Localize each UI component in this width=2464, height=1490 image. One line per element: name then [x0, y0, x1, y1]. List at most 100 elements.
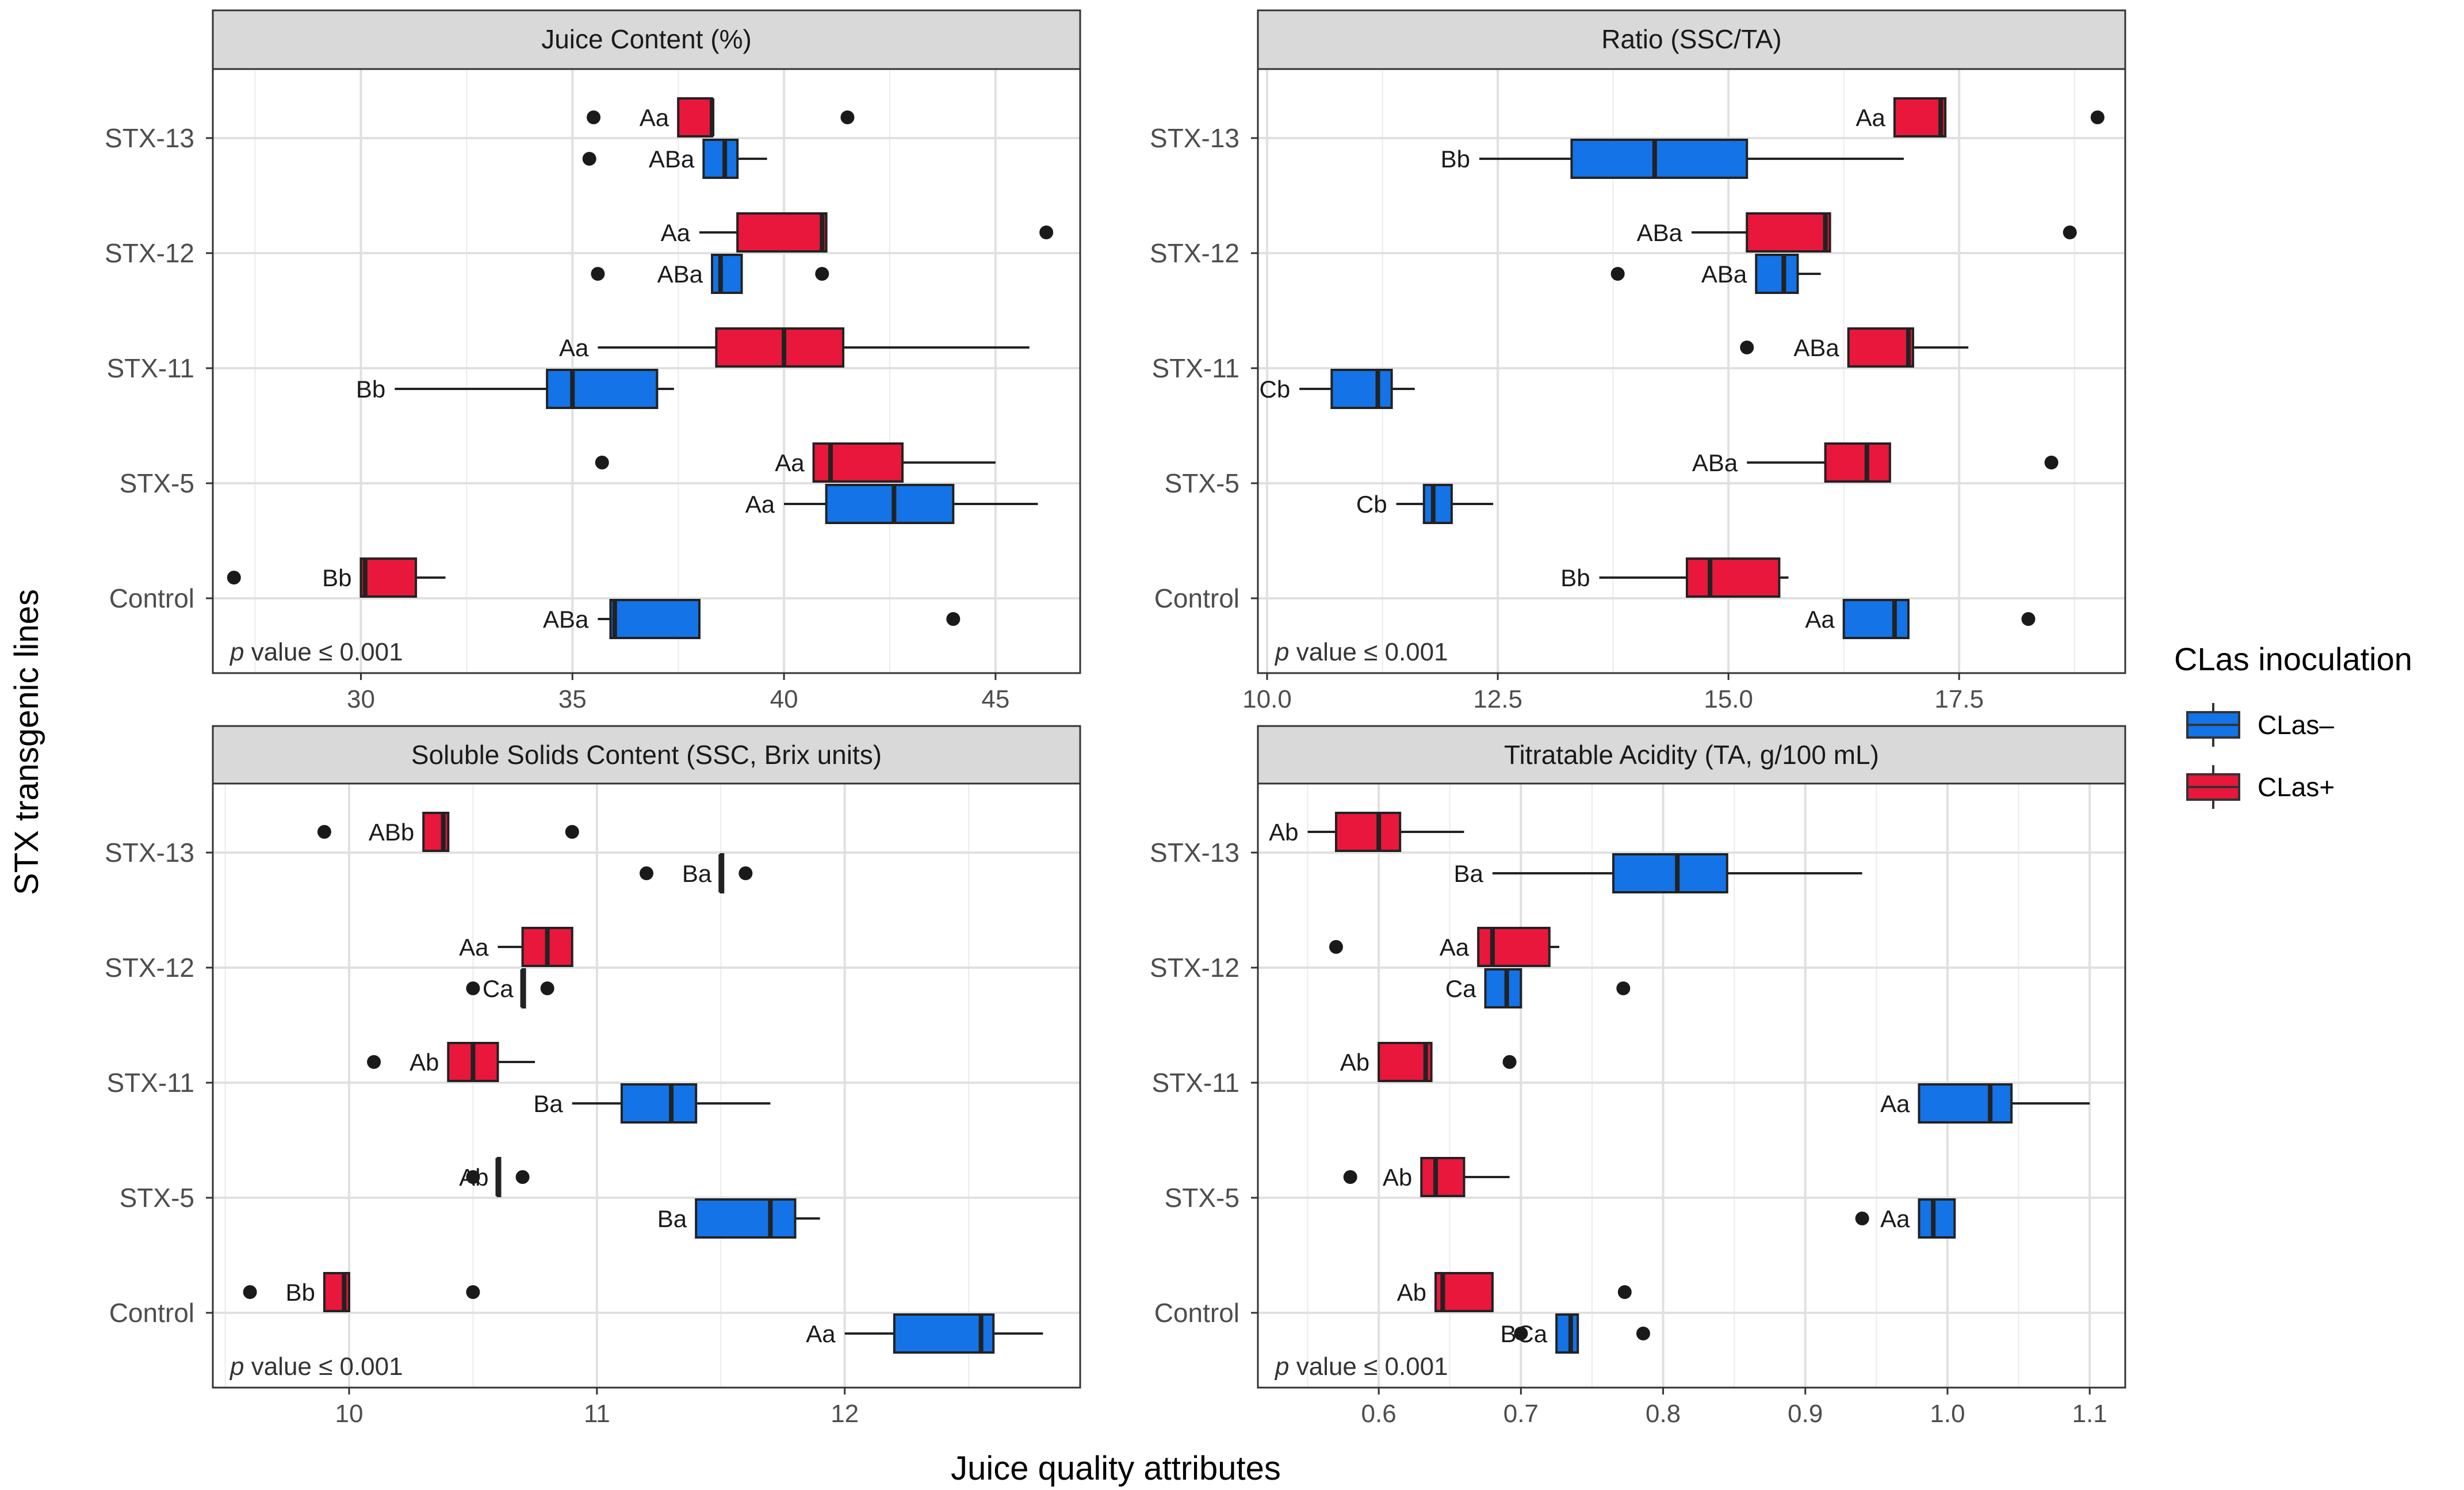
- significance-label: Ab: [459, 1164, 488, 1191]
- p-value-text: value ≤ 0.001: [251, 638, 403, 666]
- x-tick-label: 30: [347, 685, 375, 713]
- box-stx-5-clas-pos: Aa: [595, 442, 996, 483]
- significance-label: Aa: [559, 334, 589, 361]
- legend: CLas inoculation CLas– CLas+: [2174, 641, 2412, 809]
- y-tick-label: STX-5: [120, 468, 194, 498]
- box-stx-12-clas-neg: ABa: [1610, 254, 1821, 294]
- box-body: [1685, 557, 1781, 598]
- outlier-point: [582, 152, 596, 166]
- x-tick-label: 35: [558, 685, 587, 713]
- p-value-text: value ≤ 0.001: [251, 1353, 403, 1381]
- outlier-point: [587, 110, 601, 124]
- outlier-point: [1343, 1170, 1357, 1184]
- significance-label: Ab: [410, 1049, 439, 1076]
- p-symbol: p: [1274, 638, 1296, 666]
- box-body: [1570, 139, 1748, 179]
- legend-item-clas-pos: CLas+: [2186, 765, 2335, 809]
- box-control-clas-pos: Ab: [1397, 1272, 1632, 1312]
- box-stx-11-clas-neg: Ba: [533, 1083, 771, 1124]
- significance-label: Bb: [356, 376, 385, 403]
- box-body: [1893, 97, 1947, 137]
- outlier-point: [466, 1170, 480, 1184]
- box-body: [1484, 968, 1522, 1008]
- y-tick-label: STX-11: [106, 353, 194, 383]
- significance-label: Aa: [1440, 934, 1470, 961]
- p-value-label: p value ≤ 0.001: [229, 1353, 403, 1381]
- x-tick-label: 0.8: [1646, 1400, 1681, 1428]
- p-symbol: p: [1274, 1353, 1296, 1381]
- outlier-point: [840, 110, 855, 124]
- y-tick-label: STX-12: [105, 238, 194, 268]
- significance-label: Aa: [640, 104, 669, 131]
- outlier-point: [595, 456, 609, 469]
- box-body: [620, 1083, 698, 1124]
- box-stx-5-clas-neg: Ba: [657, 1198, 820, 1239]
- panel-title: Juice Content (%): [541, 24, 752, 54]
- y-tick-label: STX-13: [105, 123, 194, 153]
- significance-label: Aa: [1880, 1205, 1910, 1232]
- box-body: [1477, 927, 1551, 967]
- box-body: [695, 1198, 797, 1239]
- box-stx-13-clas-pos: Aa: [1856, 97, 2105, 137]
- box-body: [1330, 369, 1393, 409]
- x-tick-label: 12.5: [1473, 685, 1522, 713]
- y-tick-label: Control: [1154, 583, 1239, 613]
- box-body: [893, 1313, 995, 1354]
- significance-label: ABa: [1637, 219, 1683, 246]
- y-tick-label: STX-5: [120, 1183, 194, 1213]
- p-value-text: value ≤ 0.001: [1296, 638, 1448, 666]
- significance-label: Ab: [1340, 1049, 1369, 1076]
- box-stx-13-clas-pos: Aa: [587, 97, 855, 137]
- y-tick-label: STX-11: [1151, 353, 1239, 383]
- box-body: [1918, 1198, 1956, 1239]
- x-tick-label: 45: [981, 685, 1009, 713]
- significance-label: Ba: [533, 1090, 563, 1117]
- outlier-point: [1636, 1327, 1650, 1340]
- box-control-clas-neg: Aa: [806, 1313, 1043, 1354]
- panel-1: Juice Content (%) 30 35 40 45 STX-13 STX-12 STX…: [105, 9, 1081, 713]
- significance-label: ABa: [1793, 334, 1839, 361]
- x-tick-label: 0.7: [1503, 1400, 1539, 1428]
- significance-label: Ba: [657, 1205, 687, 1232]
- significance-label: Bb: [1560, 564, 1590, 591]
- y-tick-label: STX-13: [105, 838, 194, 868]
- significance-label: Bb: [322, 564, 351, 591]
- box-stx-5-clas-pos: ABa: [1692, 442, 2059, 483]
- outlier-point: [1039, 226, 1054, 239]
- outlier-point: [243, 1285, 257, 1299]
- y-tick-label: Control: [109, 1298, 194, 1328]
- legend-title: CLas inoculation: [2174, 641, 2412, 677]
- significance-label: Aa: [745, 491, 775, 518]
- outlier-point: [317, 825, 331, 839]
- y-axis-title: STX transgenic lines: [8, 589, 45, 895]
- outlier-point: [466, 1285, 480, 1299]
- box-body: [609, 599, 701, 639]
- outlier-point: [1616, 981, 1631, 995]
- x-tick-label: 15.0: [1704, 685, 1753, 713]
- significance-label: BCa: [1500, 1320, 1547, 1347]
- y-tick-label: STX-13: [1150, 838, 1239, 868]
- significance-label: Ab: [1269, 819, 1298, 846]
- box-stx-12-clas-pos: Aa: [1329, 927, 1560, 967]
- box-control-clas-neg: BCa: [1500, 1313, 1650, 1354]
- significance-label: Bb: [1441, 146, 1470, 173]
- significance-label: ABb: [369, 819, 414, 846]
- legend-item-clas-neg: CLas–: [2186, 703, 2334, 747]
- p-symbol: p: [229, 1353, 251, 1381]
- significance-label: ABa: [649, 146, 695, 173]
- box-body: [1847, 327, 1915, 368]
- significance-label: Ba: [682, 860, 712, 887]
- x-axis-title: Juice quality attributes: [951, 1450, 1281, 1487]
- x-tick-label: 10: [335, 1400, 363, 1428]
- box-body: [359, 557, 418, 598]
- outlier-point: [1740, 341, 1754, 354]
- box-body: [1420, 1157, 1466, 1197]
- panel-title: Ratio (SSC/TA): [1601, 24, 1782, 54]
- box-stx-12-clas-neg: Ca: [466, 968, 554, 1008]
- outlier-point: [367, 1055, 381, 1069]
- outlier-point: [227, 571, 241, 584]
- box-stx-13-clas-neg: Ba: [1454, 853, 1862, 893]
- p-symbol: p: [229, 638, 251, 666]
- outlier-point: [591, 267, 605, 281]
- outlier-point: [739, 866, 753, 880]
